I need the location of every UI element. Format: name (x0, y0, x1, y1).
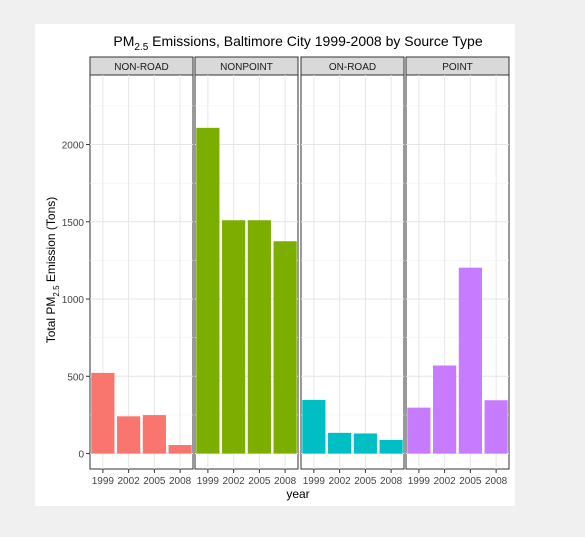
title-rest: Emissions, Baltimore City 1999-2008 by S… (148, 33, 483, 49)
ylabel-main: Total PM (44, 297, 58, 344)
y-tick-label: 1000 (62, 295, 85, 306)
bar (302, 399, 326, 454)
facet-panel: ON-ROAD 1999 2002 2005 2008 (300, 56, 405, 487)
x-tick-label: 2005 (143, 476, 166, 487)
facet-strip-label: NON-ROAD (114, 62, 168, 73)
x-tick-label: 2005 (354, 476, 377, 487)
facet-strip-label: NONPOINT (220, 62, 273, 73)
chart-title: PM2.5 Emissions, Baltimore City 1999-200… (113, 33, 482, 53)
x-tick-label: 2008 (169, 476, 192, 487)
title-main: PM (113, 33, 134, 49)
y-tick-label: 0 (78, 450, 84, 461)
x-tick-label: 2002 (223, 476, 246, 487)
x-tick-label: 1999 (197, 476, 220, 487)
bar (222, 220, 246, 454)
x-tick-label: 1999 (303, 476, 326, 487)
x-tick-label: 2005 (248, 476, 271, 487)
bar (484, 400, 508, 454)
ylabel-rest: Emission (Tons) (44, 197, 58, 286)
x-tick-label: 2002 (329, 476, 352, 487)
y-tick-label: 1500 (62, 218, 85, 229)
bar (196, 127, 220, 454)
y-tick-label: 2000 (62, 141, 85, 152)
facet-panel: NON-ROAD 1999 2002 2005 2008 (89, 56, 194, 487)
x-tick-label: 2008 (380, 476, 403, 487)
x-tick-label: 2008 (485, 476, 508, 487)
x-axis-label: year (286, 487, 309, 501)
title-sub: 2.5 (134, 42, 148, 53)
ylabel-sub: 2.5 (52, 285, 61, 297)
bar (117, 416, 141, 454)
x-tick-label: 1999 (92, 476, 115, 487)
bar (433, 365, 457, 454)
bar (328, 432, 352, 454)
bar (168, 445, 192, 454)
bar (142, 415, 166, 454)
bar (458, 267, 482, 454)
facet-panel: POINT 1999 2002 2005 2008 (405, 56, 510, 487)
y-axis-label: Total PM2.5 Emission (Tons) (44, 197, 61, 344)
x-tick-label: 2005 (459, 476, 482, 487)
bar (91, 372, 115, 454)
facet-strip-label: POINT (442, 62, 473, 73)
facet-strip-label: ON-ROAD (329, 62, 376, 73)
x-tick-label: 1999 (408, 476, 431, 487)
bar (379, 439, 403, 454)
bar (407, 407, 431, 454)
x-tick-label: 2002 (434, 476, 457, 487)
y-axis: 0 500 1000 1500 2000 (62, 141, 90, 461)
y-tick-label: 500 (67, 372, 84, 383)
bar (247, 220, 271, 454)
facet-panel: NONPOINT 1999 2002 2005 2008 (194, 56, 299, 487)
bar (273, 241, 297, 454)
x-tick-label: 2002 (118, 476, 141, 487)
bar (353, 433, 377, 454)
x-tick-label: 2008 (274, 476, 297, 487)
